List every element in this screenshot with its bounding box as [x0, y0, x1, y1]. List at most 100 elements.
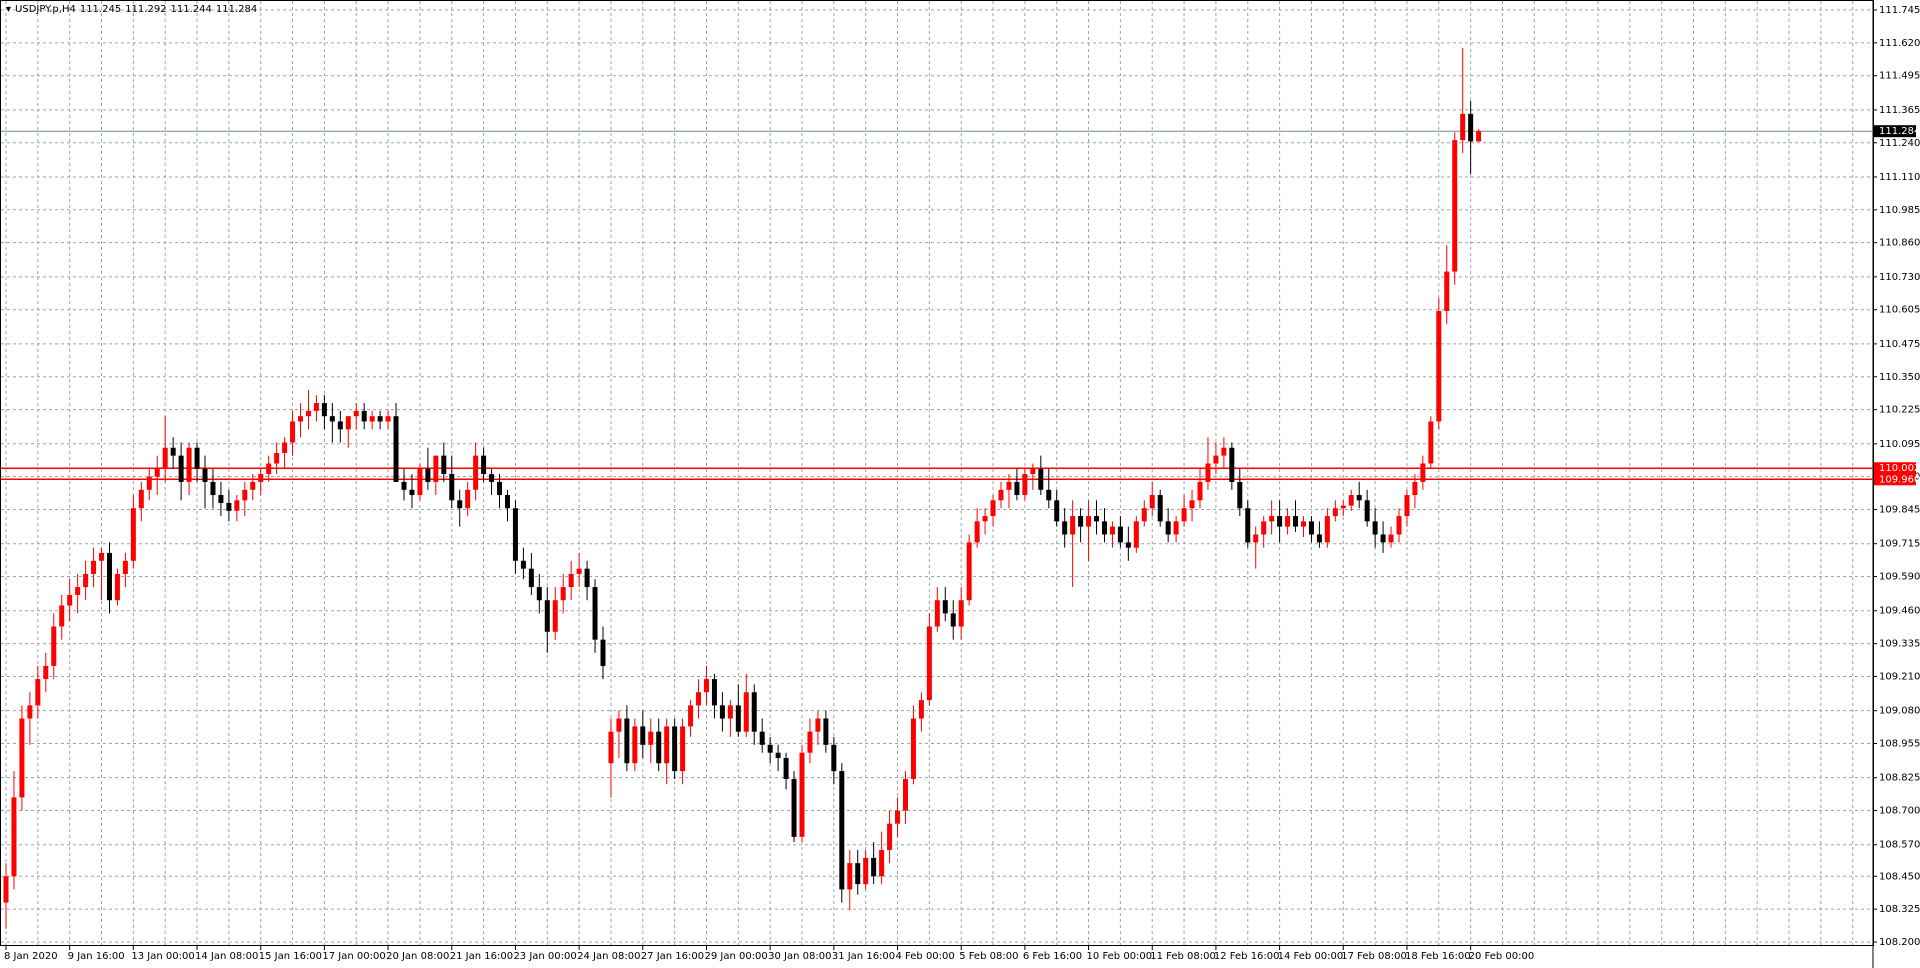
candle-body	[1086, 516, 1092, 527]
candle-body	[568, 573, 574, 588]
candle-body	[743, 692, 749, 732]
candle-body	[337, 421, 343, 430]
candle-body	[417, 468, 423, 496]
y-tick-label: 108.570	[1879, 840, 1920, 851]
candle-body	[1078, 516, 1084, 527]
candle-body	[1308, 521, 1314, 535]
candle-body	[457, 500, 463, 509]
candle-body	[27, 705, 33, 719]
candle-body	[1229, 447, 1235, 482]
candle-body	[1006, 481, 1012, 490]
candle-body	[489, 474, 495, 482]
chart-header: ▾ USDJPY.p,H4 111.245 111.292 111.244 111.284	[6, 4, 261, 15]
candle-body	[106, 552, 112, 601]
candle-body	[274, 452, 280, 464]
candle-body	[1436, 311, 1442, 422]
plot-frame	[0, 0, 1874, 946]
y-tick-label: 108.825	[1879, 773, 1920, 784]
candle-body	[910, 718, 916, 779]
candle-body	[393, 416, 399, 482]
candle-body	[1253, 534, 1259, 543]
x-tick-label: 15 Jan 16:00	[259, 951, 322, 962]
candle-body	[178, 455, 184, 482]
candle-body	[950, 613, 956, 627]
candle-body	[138, 489, 144, 509]
y-tick-label: 110.730	[1879, 272, 1920, 283]
candle-body	[1094, 516, 1100, 522]
y-tick-label: 108.450	[1879, 871, 1920, 882]
candle-body	[91, 560, 97, 574]
candle-body	[433, 455, 439, 482]
candle-body	[688, 705, 694, 727]
candle-body	[369, 416, 375, 422]
candle-body	[544, 600, 550, 632]
candle-body	[1476, 131, 1482, 142]
candle-body	[35, 679, 41, 706]
candle-body	[1300, 521, 1306, 527]
y-tick-label: 108.200	[1879, 937, 1920, 948]
candle-body	[51, 626, 57, 666]
x-tick-label: 9 Jan 16:00	[68, 951, 125, 962]
candle-body	[1189, 500, 1195, 509]
y-tick-label: 111.110	[1879, 172, 1920, 183]
candle-body	[703, 679, 709, 693]
candle-body	[1205, 463, 1211, 482]
candle-body	[871, 857, 877, 877]
x-tick-label: 18 Feb 16:00	[1405, 951, 1471, 962]
y-tick-label: 109.210	[1879, 671, 1920, 682]
candle-body	[504, 495, 510, 509]
x-tick-label: 13 Jan 00:00	[131, 951, 194, 962]
x-tick-label: 31 Jan 16:00	[832, 951, 895, 962]
candle-body	[735, 705, 741, 732]
candle-body	[1460, 113, 1466, 141]
candle-body	[1452, 140, 1458, 272]
y-tick-label: 109.335	[1879, 639, 1920, 650]
candle-body	[974, 521, 980, 543]
y-tick-label: 109.080	[1879, 706, 1920, 717]
candle-body	[1444, 271, 1450, 312]
candle-body	[751, 692, 757, 732]
candle-body	[43, 665, 49, 680]
grid	[1, 1, 1873, 945]
y-tick-label: 109.845	[1879, 505, 1920, 516]
candle-body	[1197, 481, 1203, 501]
candle-body	[1269, 516, 1275, 522]
candle-body	[998, 489, 1004, 501]
candle-body	[1157, 495, 1163, 522]
candle-body	[401, 481, 407, 490]
candle-body	[1014, 481, 1020, 496]
candle-body	[258, 474, 264, 482]
candle-body	[1030, 468, 1036, 475]
x-tick-label: 12 Feb 16:00	[1214, 951, 1280, 962]
candle-body	[855, 863, 861, 885]
x-tick-label: 5 Feb 08:00	[959, 951, 1018, 962]
y-tick-label: 110.350	[1879, 372, 1920, 383]
candle-body	[616, 718, 622, 732]
y-tick-label: 109.590	[1879, 572, 1920, 583]
candle-body	[807, 731, 813, 753]
candle-body	[1245, 508, 1251, 543]
candle-body	[902, 778, 908, 811]
y-tick-label: 111.240	[1879, 138, 1920, 149]
candle-body	[1117, 526, 1123, 543]
candle-body	[298, 416, 304, 422]
y-tick-label: 109.460	[1879, 606, 1920, 617]
y-tick-label: 108.325	[1879, 904, 1920, 915]
level-label: 110.002	[1879, 463, 1920, 474]
candle-body	[982, 516, 988, 522]
candle-body	[170, 447, 176, 456]
x-tick-label: 30 Jan 08:00	[768, 951, 831, 962]
level-label: 109.960	[1879, 474, 1920, 485]
x-tick-label: 8 Jan 2020	[4, 951, 58, 962]
menu-arrow[interactable]: ▾	[6, 4, 12, 15]
candle-body	[146, 476, 152, 490]
candle-body	[67, 594, 73, 606]
candle-body	[497, 481, 503, 496]
x-tick-label: 11 Feb 08:00	[1150, 951, 1216, 962]
candle-body	[1173, 521, 1179, 535]
candle-body	[791, 778, 797, 837]
open-value: 111.245	[79, 4, 122, 15]
candle-body	[584, 568, 590, 588]
x-tick-label: 17 Feb 08:00	[1341, 951, 1407, 962]
